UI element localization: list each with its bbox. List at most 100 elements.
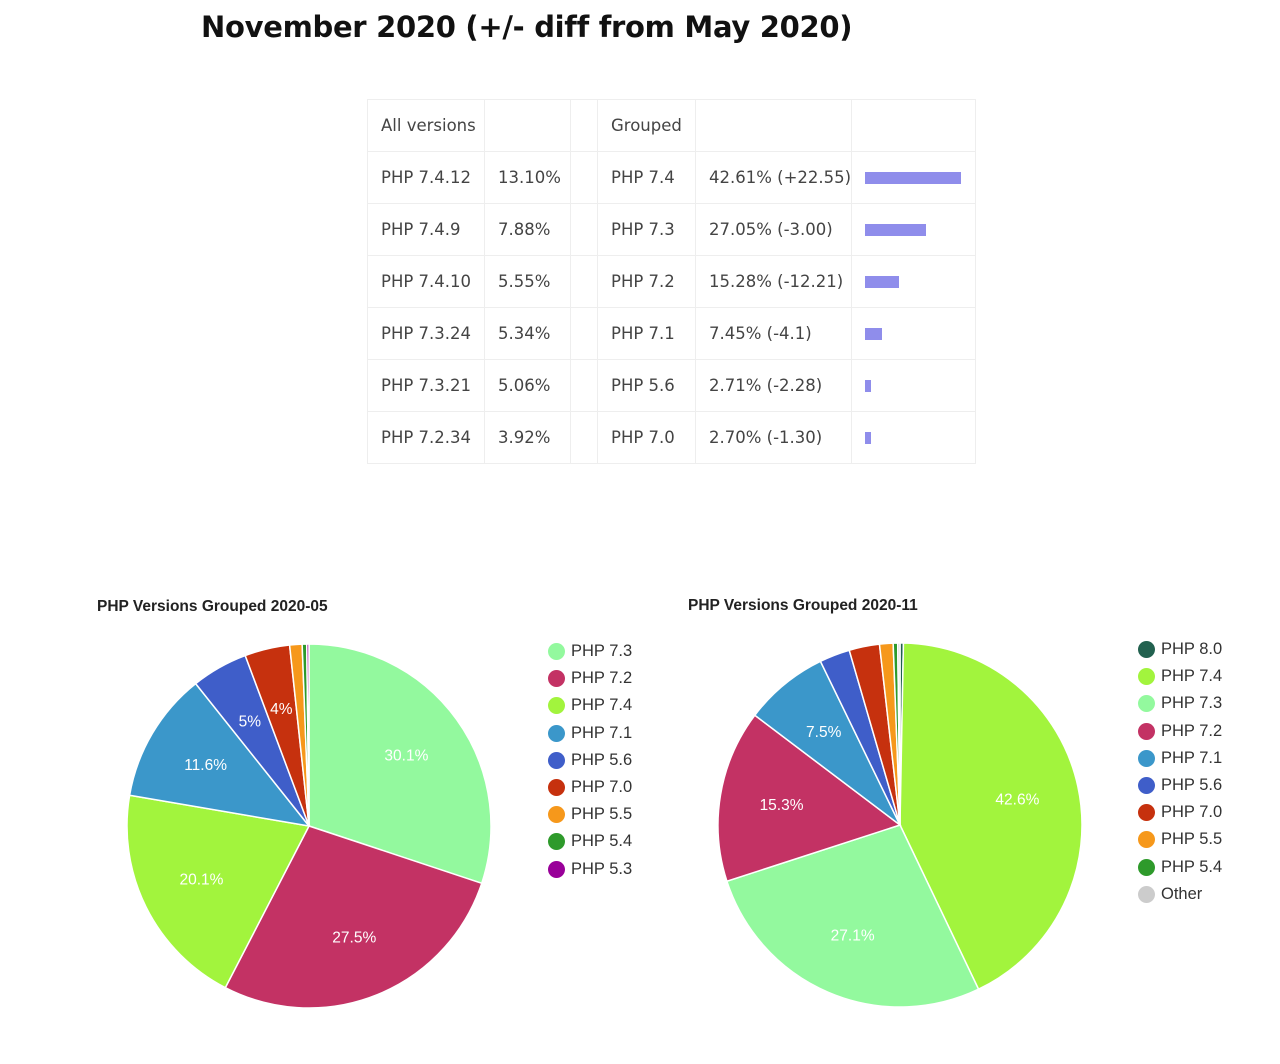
table-row: PHP 7.3.21 5.06% PHP 5.6 2.71% (-2.28)	[367, 359, 977, 412]
spacer-cell	[570, 411, 598, 464]
legend-label: PHP 7.4	[571, 696, 633, 715]
legend-swatch	[1138, 831, 1155, 849]
version-share: 5.06%	[484, 359, 571, 412]
pie-slice-php-7-4	[899, 642, 1083, 991]
pie-slice-php-7-1	[128, 682, 311, 828]
legend-label: PHP 8.0	[1161, 640, 1223, 659]
legend-label: PHP 5.5	[571, 805, 633, 824]
group-name: PHP 7.4	[597, 151, 696, 204]
legend-label: PHP 7.2	[1161, 721, 1223, 740]
slice-data-label: 20.1%	[179, 872, 223, 889]
legend-item: PHP 8.0	[1138, 636, 1222, 663]
share-bar	[865, 379, 872, 392]
table-row: PHP 7.3.24 5.34% PHP 7.1 7.45% (-4.1)	[367, 307, 977, 360]
legend-swatch	[1138, 885, 1155, 903]
legend-2020-05: PHP 7.3 PHP 7.2 PHP 7.4 PHP 7.1 PHP 5.6 PHP 7…	[548, 638, 632, 883]
version-name: PHP 7.3.21	[367, 359, 485, 412]
pie-slice-php-7-3	[308, 643, 492, 885]
page-title: November 2020 (+/- diff from May 2020)	[201, 10, 853, 44]
legend-item: PHP 5.3	[548, 856, 632, 883]
slice-data-label: 4%	[270, 701, 293, 718]
header-empty-group-share	[694, 99, 853, 152]
header-empty-share	[484, 99, 571, 152]
legend-item: PHP 7.2	[1138, 718, 1222, 745]
group-share: 7.45% (-4.1)	[694, 307, 853, 360]
legend-item: PHP 5.5	[1138, 826, 1222, 853]
spacer-cell	[570, 359, 598, 412]
legend-item: PHP 5.4	[548, 828, 632, 855]
group-name: PHP 5.6	[597, 359, 696, 412]
slice-data-label: 15.3%	[760, 797, 804, 814]
table-row: PHP 7.2.34 3.92% PHP 7.0 2.70% (-1.30)	[367, 411, 977, 464]
version-share: 5.34%	[484, 307, 571, 360]
share-bar-cell	[851, 255, 977, 308]
spacer-cell	[570, 151, 598, 204]
legend-2020-11: PHP 8.0 PHP 7.4 PHP 7.3 PHP 7.2 PHP 7.1 PHP 5…	[1138, 636, 1222, 908]
legend-item: PHP 5.5	[548, 801, 632, 828]
legend-swatch	[548, 724, 565, 742]
header-empty-bar	[851, 99, 977, 152]
legend-item: PHP 7.1	[1138, 745, 1222, 772]
legend-swatch	[1138, 858, 1155, 876]
spacer-cell	[570, 255, 598, 308]
legend-label: PHP 5.6	[571, 750, 633, 769]
version-name: PHP 7.2.34	[367, 411, 485, 464]
pie-2020-11: 42.6% 27.1% 15.3% 7.5%	[717, 642, 1083, 1008]
legend-swatch	[1138, 668, 1155, 686]
share-bar-cell	[851, 151, 977, 204]
table-row: PHP 7.4.9 7.88% PHP 7.3 27.05% (-3.00)	[367, 203, 977, 256]
slice-data-label: 5%	[239, 713, 262, 730]
share-bar	[865, 275, 900, 288]
legend-label: PHP 7.0	[571, 778, 633, 797]
legend-swatch	[548, 670, 565, 688]
legend-label: PHP 5.3	[571, 859, 633, 878]
legend-label: PHP 5.4	[571, 832, 633, 851]
version-name: PHP 7.3.24	[367, 307, 485, 360]
share-bar	[865, 327, 883, 340]
table-row: PHP 7.4.10 5.55% PHP 7.2 15.28% (-12.21)	[367, 255, 977, 308]
version-share: 5.55%	[484, 255, 571, 308]
slice-data-label: 30.1%	[384, 748, 428, 765]
legend-item: PHP 5.6	[548, 747, 632, 774]
share-bar	[865, 431, 872, 444]
pie-slice-php-7-2	[224, 825, 483, 1009]
legend-swatch	[548, 697, 565, 715]
legend-label: PHP 7.2	[571, 669, 633, 688]
pie-slice-php-5-3	[305, 643, 310, 827]
spacer-cell	[570, 307, 598, 360]
legend-swatch	[1138, 749, 1155, 767]
legend-label: PHP 7.1	[571, 723, 633, 742]
legend-swatch	[548, 779, 565, 797]
group-share: 2.71% (-2.28)	[694, 359, 853, 412]
slice-data-label: 42.6%	[995, 792, 1039, 809]
table-row: PHP 7.4.12 13.10% PHP 7.4 42.61% (+22.55)	[367, 151, 977, 204]
legend-swatch	[1138, 804, 1155, 822]
version-name: PHP 7.4.10	[367, 255, 485, 308]
legend-label: PHP 7.0	[1161, 803, 1223, 822]
legend-item: PHP 5.6	[1138, 772, 1222, 799]
legend-item: PHP 7.3	[1138, 690, 1222, 717]
legend-swatch	[1138, 777, 1155, 795]
legend-label: Other	[1161, 884, 1203, 903]
share-bar-cell	[851, 307, 977, 360]
spacer-cell	[570, 203, 598, 256]
share-bar	[865, 171, 962, 184]
group-share: 2.70% (-1.30)	[694, 411, 853, 464]
version-share: 13.10%	[484, 151, 571, 204]
legend-item: PHP 7.0	[548, 774, 632, 801]
group-name: PHP 7.0	[597, 411, 696, 464]
version-share: 3.92%	[484, 411, 571, 464]
group-share: 27.05% (-3.00)	[694, 203, 853, 256]
legend-label: PHP 5.4	[1161, 857, 1223, 876]
share-bar-cell	[851, 203, 977, 256]
legend-label: PHP 7.3	[571, 642, 633, 661]
php-versions-table: All versions Grouped PHP 7.4.12 13.10% PHP…	[367, 99, 977, 464]
legend-swatch	[548, 860, 565, 878]
legend-item: PHP 7.2	[548, 665, 632, 692]
version-share: 7.88%	[484, 203, 571, 256]
legend-item: PHP 7.4	[548, 692, 632, 719]
legend-swatch	[548, 806, 565, 824]
group-name: PHP 7.2	[597, 255, 696, 308]
legend-item: PHP 5.4	[1138, 854, 1222, 881]
legend-item: PHP 7.0	[1138, 799, 1222, 826]
